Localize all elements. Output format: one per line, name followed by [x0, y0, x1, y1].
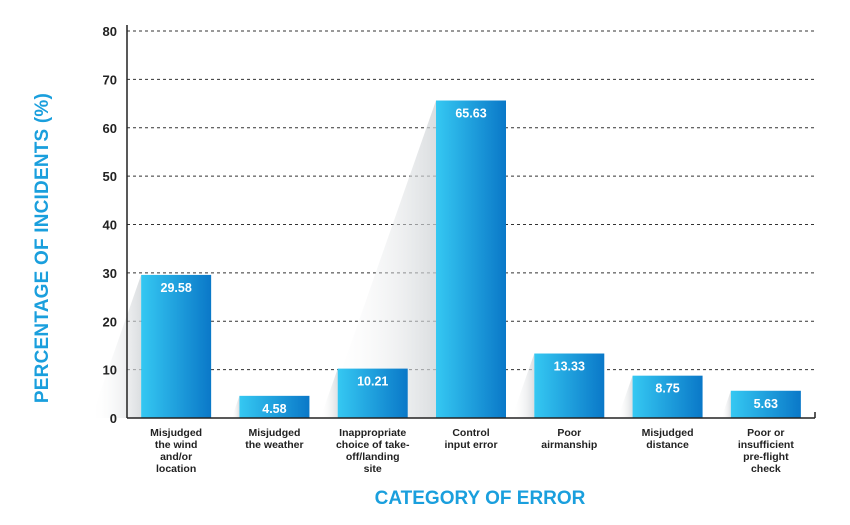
x-category-label-line: and/or: [160, 451, 193, 463]
x-category-label-line: distance: [646, 439, 689, 451]
x-category-label-line: Misjudged: [150, 427, 203, 439]
x-category-label-line: Inappropriate: [339, 427, 407, 439]
bar: [141, 274, 212, 418]
x-category-label-line: check: [750, 463, 781, 475]
x-category-label-line: insufficient: [737, 439, 794, 451]
y-tick-label: 80: [103, 24, 117, 39]
y-tick-labels: 0 10 20 30 40 50 60 70 80: [103, 24, 117, 426]
x-category-label-line: Poor: [557, 427, 582, 439]
x-category-label-line: pre-flight: [743, 451, 789, 463]
y-tick-label: 40: [103, 218, 117, 233]
x-category-label: Control input error: [421, 427, 521, 451]
x-category-label: Misjudged the wind and/or location: [126, 427, 226, 475]
x-category-label-line: Misjudged: [641, 427, 694, 439]
y-tick-label: 10: [103, 363, 117, 378]
bar: [534, 353, 605, 418]
bar-value-label: 29.58: [161, 281, 192, 295]
x-category-label: Poor airmanship: [519, 427, 619, 451]
bars: [141, 100, 801, 418]
y-tick-label: 70: [103, 72, 117, 87]
bar-shadow: [231, 395, 240, 418]
bar-shadows: [91, 100, 731, 418]
bar-value-label: 10.21: [357, 375, 388, 389]
bar-shadow: [91, 274, 142, 418]
bar-value-label: 65.63: [455, 107, 486, 121]
x-category-label-line: Misjudged: [248, 427, 301, 439]
bar: [436, 100, 506, 418]
bar-value-label: 5.63: [754, 397, 778, 411]
x-category-label: Misjudged distance: [618, 427, 718, 451]
x-category-label-line: airmanship: [541, 439, 598, 451]
x-category-label: Poor or insufficient pre-flight check: [716, 427, 816, 475]
bar-value-label: 4.58: [262, 402, 286, 416]
bar-value-label: 13.33: [554, 360, 585, 374]
y-tick-label: 20: [103, 314, 117, 329]
x-category-label-line: the wind: [154, 439, 198, 451]
y-tick-label: 30: [103, 266, 117, 281]
bar-shadow: [324, 100, 436, 418]
x-category-label-line: choice of take-: [335, 439, 410, 451]
bar-shadow: [511, 353, 535, 418]
x-category-label-line: Control: [452, 427, 490, 439]
bar-shadow: [721, 390, 731, 418]
x-category-label-line: the weather: [245, 439, 304, 451]
bar: [239, 395, 310, 418]
x-category-label-line: Poor or: [747, 427, 785, 439]
y-tick-label: 0: [110, 411, 117, 426]
bar-value-label: 8.75: [655, 382, 679, 396]
x-category-label-line: location: [156, 463, 197, 475]
y-axis-title: PERCENTAGE OF INCIDENTS (%): [32, 92, 53, 404]
bar: [337, 368, 408, 418]
x-category-label: Misjudged the weather: [224, 427, 324, 451]
bar: [730, 390, 801, 418]
axes: [126, 25, 816, 419]
x-category-label-line: off/landing: [345, 451, 400, 463]
x-category-label-line: input error: [444, 439, 498, 451]
x-category-label: Inappropriate choice of take-off/landing s…: [323, 427, 423, 475]
y-tick-label: 60: [103, 121, 117, 136]
y-tick-label: 50: [103, 169, 117, 184]
bar-shadow: [617, 375, 633, 418]
value-labels: 29.58 4.58 10.21 65.63 13.33 8.75 5.63: [161, 107, 779, 416]
x-category-label-line: site: [363, 463, 382, 475]
bar: [632, 375, 703, 418]
x-axis-title: CATEGORY OF ERROR: [374, 488, 586, 509]
